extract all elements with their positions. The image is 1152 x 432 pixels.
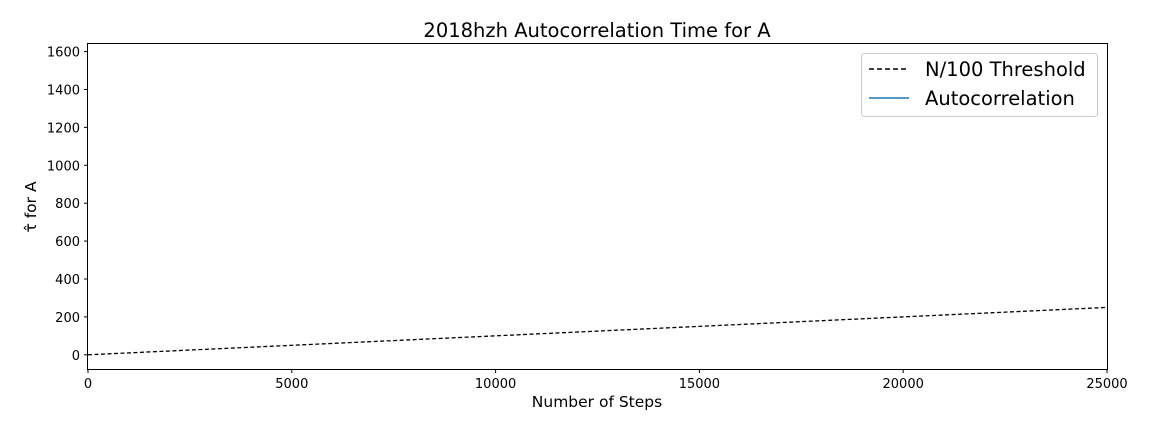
x-tick-label: 0 [84,377,92,392]
y-tick-label: 1200 [47,121,80,136]
y-tick-label: 1400 [47,83,80,98]
plot-frame [87,43,1108,370]
legend-label-0: N/100 Threshold [925,58,1086,81]
y-tick-label: 400 [55,273,80,288]
x-axis-label: Number of Steps [532,393,662,411]
legend: N/100 Threshold Autocorrelation [861,53,1098,117]
legend-label-1: Autocorrelation [925,87,1075,110]
x-axis: 0 5000 10000 15000 20000 25000 [84,369,1128,392]
x-tick-label: 15000 [679,377,720,392]
x-tick-label: 25000 [1086,377,1127,392]
y-axis-label: τ̂ for A [22,181,40,232]
legend-box [861,53,1098,117]
y-tick-label: 1600 [47,46,80,61]
y-tick-label: 200 [55,311,80,326]
x-tick-label: 10000 [475,377,516,392]
y-tick-label: 0 [72,349,80,364]
series-line-0 [87,306,1108,356]
y-tick-label: 800 [55,197,80,212]
chart-title: 2018hzh Autocorrelation Time for A [423,19,771,42]
y-axis: 0 200 400 600 800 1000 1200 1400 1600 [47,46,88,364]
y-tick-label: 1000 [47,159,80,174]
x-tick-label: 20000 [883,377,924,392]
y-tick-label: 600 [55,235,80,250]
plot-area [87,306,1108,356]
x-tick-label: 5000 [275,377,308,392]
